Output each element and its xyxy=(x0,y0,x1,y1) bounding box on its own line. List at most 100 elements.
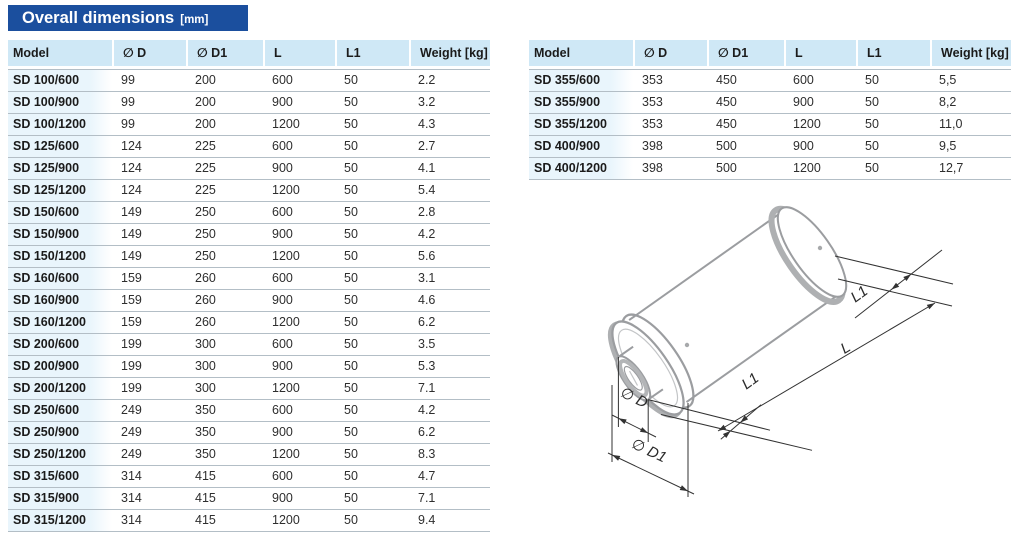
extension-line-far-stub-top xyxy=(834,255,954,285)
spec-table: Model ∅ D ∅ D1 L L1 Weight [kg] SD 355/600 353… xyxy=(529,40,1011,180)
value-cell: 200 xyxy=(186,69,263,91)
value-cell: 8.3 xyxy=(409,443,490,465)
table-row: SD 250/600 249 350 600 50 4.2 xyxy=(8,399,490,421)
extension-line-near-stub xyxy=(648,399,771,431)
value-cell: 50 xyxy=(856,91,930,113)
near-end-cap xyxy=(607,313,695,419)
value-cell: 50 xyxy=(335,333,409,355)
table-row: SD 160/600 159 260 600 50 3.1 xyxy=(8,267,490,289)
value-cell: 300 xyxy=(186,333,263,355)
value-cell: 159 xyxy=(112,289,186,311)
value-cell: 260 xyxy=(186,289,263,311)
label-l1-far: L1 xyxy=(848,283,871,307)
value-cell: 50 xyxy=(335,179,409,201)
model-cell: SD 200/900 xyxy=(8,355,112,377)
value-cell: 4.1 xyxy=(409,157,490,179)
value-cell: 900 xyxy=(263,157,335,179)
table-row: SD 150/900 149 250 900 50 4.2 xyxy=(8,223,490,245)
label-diameter-d1: ∅ D1 xyxy=(629,436,669,467)
value-cell: 2.2 xyxy=(409,69,490,91)
value-cell: 199 xyxy=(112,333,186,355)
value-cell: 50 xyxy=(335,201,409,223)
value-cell: 415 xyxy=(186,487,263,509)
value-cell: 124 xyxy=(112,135,186,157)
value-cell: 1200 xyxy=(263,377,335,399)
value-cell: 353 xyxy=(633,69,707,91)
value-cell: 450 xyxy=(707,113,784,135)
value-cell: 199 xyxy=(112,355,186,377)
model-cell: SD 250/900 xyxy=(8,421,112,443)
value-cell: 249 xyxy=(112,421,186,443)
value-cell: 50 xyxy=(335,157,409,179)
table-row: SD 315/1200 314 415 1200 50 9.4 xyxy=(8,509,490,532)
value-cell: 50 xyxy=(335,135,409,157)
table-row: SD 160/1200 159 260 1200 50 6.2 xyxy=(8,311,490,333)
model-cell: SD 160/600 xyxy=(8,267,112,289)
silencer-body xyxy=(628,213,837,403)
value-cell: 900 xyxy=(784,91,856,113)
value-cell: 3.5 xyxy=(409,333,490,355)
model-cell: SD 355/1200 xyxy=(529,113,633,135)
value-cell: 600 xyxy=(263,69,335,91)
value-cell: 5.6 xyxy=(409,245,490,267)
value-cell: 159 xyxy=(112,311,186,333)
value-cell: 6.2 xyxy=(409,421,490,443)
extension-line-far-stub-bottom xyxy=(837,278,953,307)
value-cell: 1200 xyxy=(263,179,335,201)
value-cell: 4.2 xyxy=(409,223,490,245)
header-row: Model ∅ D ∅ D1 L L1 Weight [kg] xyxy=(529,40,1011,69)
model-cell: SD 125/900 xyxy=(8,157,112,179)
value-cell: 4.2 xyxy=(409,399,490,421)
value-cell: 415 xyxy=(186,509,263,532)
table-row: SD 200/900 199 300 900 50 5.3 xyxy=(8,355,490,377)
page-title-banner: Overall dimensions [mm] xyxy=(8,5,248,31)
value-cell: 6.2 xyxy=(409,311,490,333)
value-cell: 314 xyxy=(112,465,186,487)
value-cell: 900 xyxy=(784,135,856,157)
value-cell: 50 xyxy=(335,223,409,245)
value-cell: 1200 xyxy=(263,245,335,267)
value-cell: 249 xyxy=(112,443,186,465)
value-cell: 1200 xyxy=(263,113,335,135)
column-header: L xyxy=(784,40,856,69)
table-row: SD 160/900 159 260 900 50 4.6 xyxy=(8,289,490,311)
model-cell: SD 315/1200 xyxy=(8,509,112,532)
model-cell: SD 100/600 xyxy=(8,69,112,91)
value-cell: 149 xyxy=(112,223,186,245)
value-cell: 415 xyxy=(186,465,263,487)
table-row: SD 355/600 353 450 600 50 5,5 xyxy=(529,69,1011,91)
value-cell: 50 xyxy=(335,509,409,532)
value-cell: 50 xyxy=(335,465,409,487)
value-cell: 900 xyxy=(263,487,335,509)
table-row: SD 100/900 99 200 900 50 3.2 xyxy=(8,91,490,113)
value-cell: 50 xyxy=(856,135,930,157)
value-cell: 600 xyxy=(263,135,335,157)
table-row: SD 400/900 398 500 900 50 9,5 xyxy=(529,135,1011,157)
value-cell: 260 xyxy=(186,311,263,333)
value-cell: 900 xyxy=(263,289,335,311)
value-cell: 500 xyxy=(707,135,784,157)
value-cell: 900 xyxy=(263,355,335,377)
dimension-arrows xyxy=(612,274,935,492)
value-cell: 50 xyxy=(335,113,409,135)
table-row: SD 150/600 149 250 600 50 2.8 xyxy=(8,201,490,223)
table-row: SD 125/1200 124 225 1200 50 5.4 xyxy=(8,179,490,201)
table-row: SD 200/600 199 300 600 50 3.5 xyxy=(8,333,490,355)
value-cell: 225 xyxy=(186,157,263,179)
model-cell: SD 125/1200 xyxy=(8,179,112,201)
value-cell: 50 xyxy=(335,487,409,509)
value-cell: 600 xyxy=(263,465,335,487)
extension-line-near-face xyxy=(660,414,813,451)
value-cell: 50 xyxy=(856,69,930,91)
header-row: Model ∅ D ∅ D1 L L1 Weight [kg] xyxy=(8,40,490,69)
value-cell: 50 xyxy=(335,355,409,377)
table-row: SD 250/1200 249 350 1200 50 8.3 xyxy=(8,443,490,465)
rivet-dot xyxy=(684,342,690,348)
value-cell: 3.1 xyxy=(409,267,490,289)
value-cell: 600 xyxy=(263,399,335,421)
value-cell: 7.1 xyxy=(409,377,490,399)
value-cell: 600 xyxy=(784,69,856,91)
value-cell: 225 xyxy=(186,179,263,201)
model-cell: SD 100/1200 xyxy=(8,113,112,135)
value-cell: 350 xyxy=(186,421,263,443)
